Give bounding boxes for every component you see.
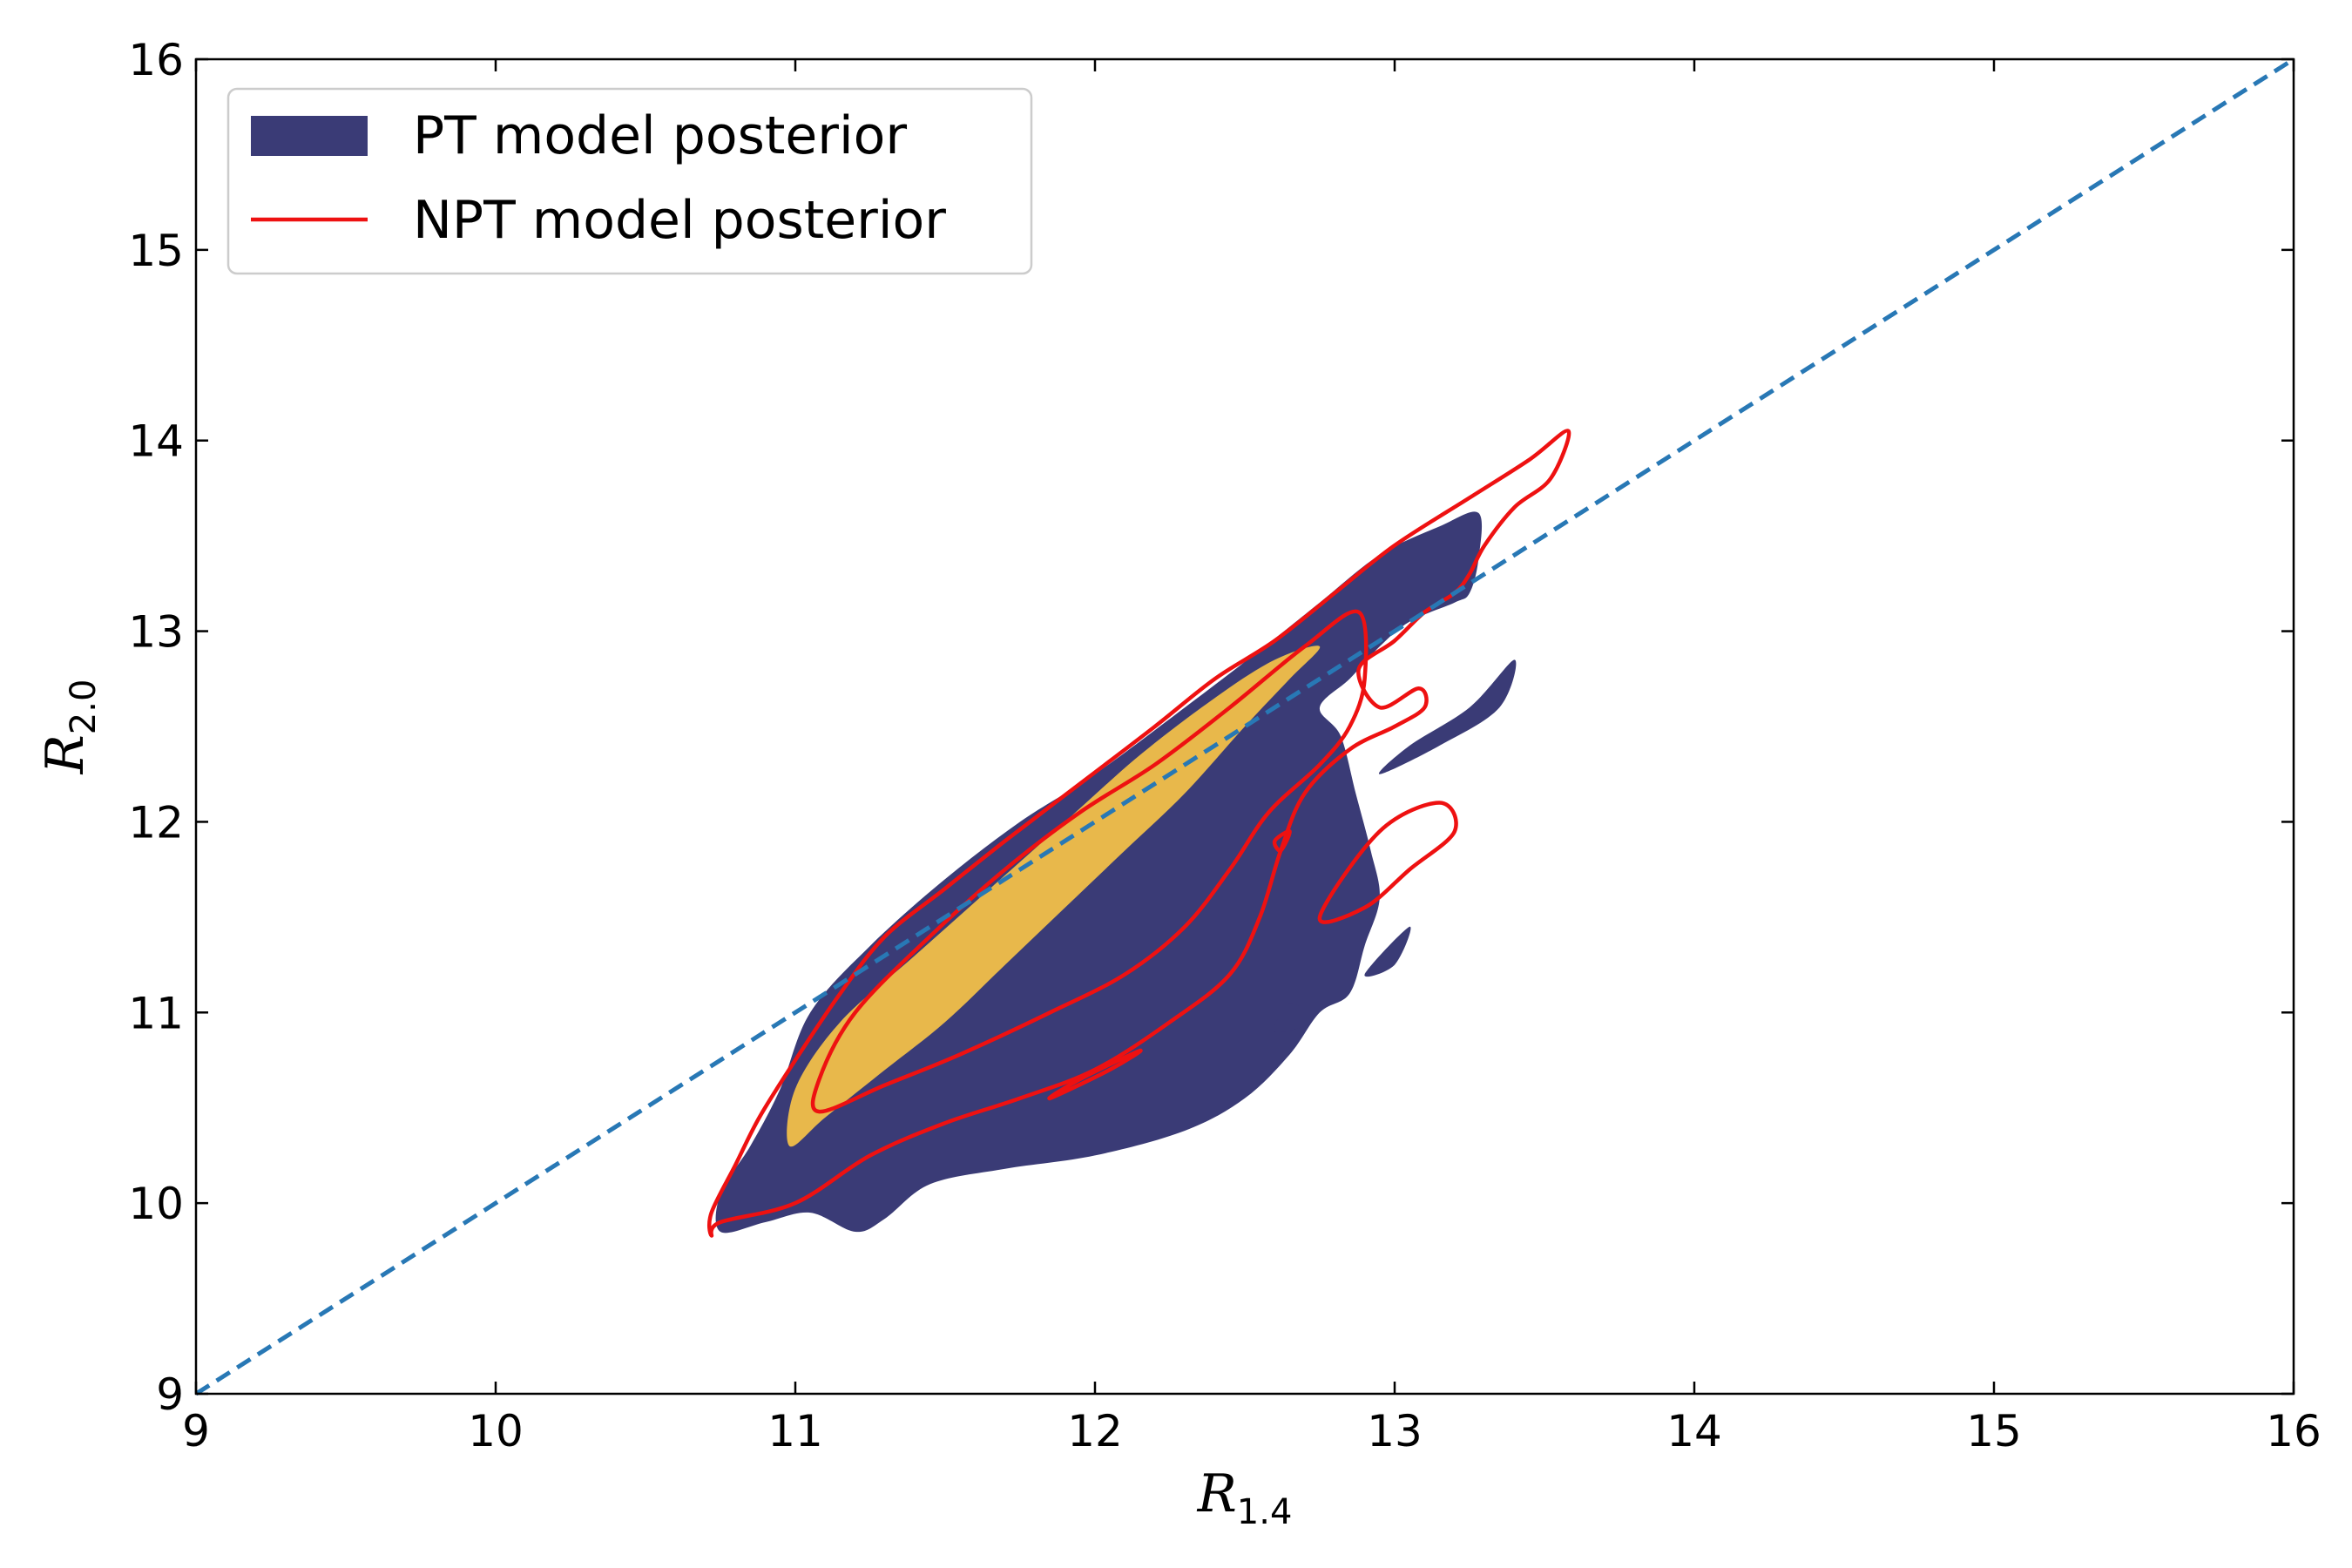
x-tick-label-12: 12 (1067, 1406, 1123, 1456)
x-tick-label-9: 9 (182, 1406, 210, 1456)
x-axis-label-sub: 1.4 (1237, 1492, 1293, 1532)
plot-frame (194, 57, 2295, 1396)
y-axis-label-main: R (35, 734, 96, 774)
y-axis-label: R2.0 (35, 679, 104, 775)
y-tick-label-16: 16 (128, 35, 184, 85)
pt-contour-outer-3 (1378, 659, 1517, 774)
legend-label-pt: PT model posterior (413, 105, 907, 166)
axis-ticks (194, 57, 2295, 1396)
x-tick-label-15: 15 (1966, 1406, 2022, 1456)
npt-contour-inner-1 (1317, 801, 1458, 924)
y-tick-label-14: 14 (128, 416, 184, 467)
posterior-lines (706, 429, 1571, 1238)
y-tick-label-10: 10 (128, 1179, 184, 1229)
npt-contour-inner-0 (810, 609, 1369, 1114)
y-tick-label-15: 15 (128, 226, 184, 276)
npt-contour-outer-0 (706, 429, 1571, 1238)
legend: PT model posterior NPT model posterior (226, 87, 1033, 275)
y-axis-label-sub: 2.0 (64, 679, 104, 735)
legend-frame (226, 87, 1033, 275)
x-tick-label-10: 10 (468, 1406, 524, 1456)
y-tick-label-11: 11 (128, 988, 184, 1038)
npt-contour-inner-2 (1047, 1048, 1143, 1101)
x-axis-label: R1.4 (1197, 1463, 1293, 1532)
posterior-fills (715, 511, 1517, 1233)
pt-contour-inner-0 (787, 645, 1321, 1147)
y-tick-label-12: 12 (128, 797, 184, 848)
x-axis-label-main: R (1197, 1463, 1237, 1524)
pt-contour-outer-2 (1274, 1003, 1311, 1033)
pt-contour-outer-1 (1364, 926, 1411, 977)
y-tick-label-9: 9 (156, 1369, 184, 1420)
axis-tick-labels: 9 10 11 12 13 14 15 16 9 10 11 12 13 14 15 16 (128, 35, 2321, 1456)
x-tick-label-11: 11 (767, 1406, 823, 1456)
x-tick-label-14: 14 (1666, 1406, 1722, 1456)
npt-contour-inner-3 (1272, 828, 1292, 853)
y-tick-label-13: 13 (128, 607, 184, 658)
legend-swatch-filled (251, 116, 368, 156)
x-tick-label-13: 13 (1367, 1406, 1423, 1456)
legend-label-npt: NPT model posterior (413, 190, 946, 251)
x-tick-label-16: 16 (2266, 1406, 2322, 1456)
